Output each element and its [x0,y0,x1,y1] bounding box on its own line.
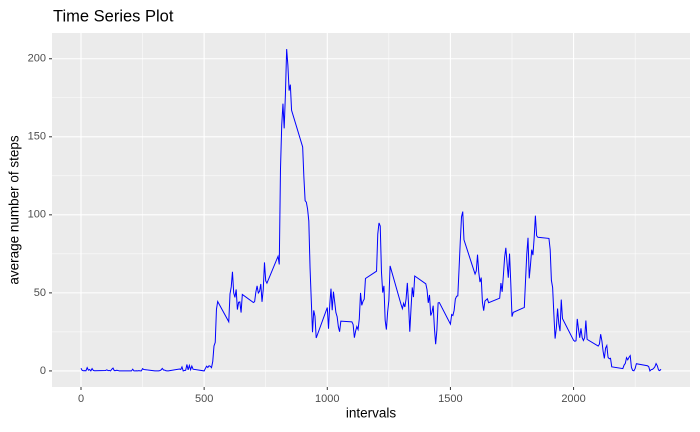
y-tick-label: 50 [34,287,46,299]
plot-panel [52,33,690,387]
chart-title: Time Series Plot [53,7,174,25]
y-tick-label: 150 [28,131,46,143]
y-tick-label: 100 [28,209,46,221]
y-axis-label: average number of steps [7,135,22,285]
y-tick-label: 0 [40,365,46,377]
y-tick-label: 200 [28,53,46,65]
x-tick-label: 2000 [561,393,585,405]
x-tick-label: 0 [78,393,84,405]
x-tick-label: 1000 [315,393,339,405]
x-axis-label: intervals [346,406,397,421]
x-tick-label: 1500 [438,393,462,405]
x-tick-label: 500 [195,393,213,405]
data-line [80,49,662,372]
